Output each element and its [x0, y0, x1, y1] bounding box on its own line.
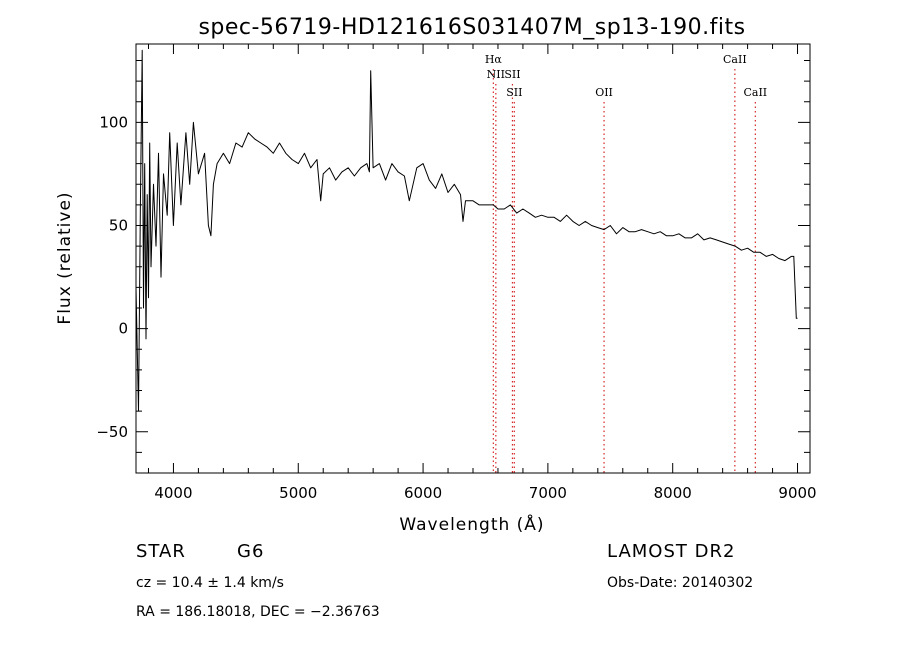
- spectral-line-label: OII: [595, 86, 613, 99]
- spectral-line-label: CaII: [743, 86, 767, 99]
- x-tick-label: 8000: [654, 484, 692, 502]
- x-axis-label: Wavelength (Å): [399, 513, 544, 535]
- coordinates: RA = 186.18018, DEC = −2.36763: [136, 604, 380, 620]
- y-tick-label: 100: [99, 113, 128, 131]
- y-axis-label: Flux (relative): [55, 191, 75, 324]
- x-tick-label: 5000: [279, 484, 317, 502]
- y-tick-label: 50: [109, 217, 128, 235]
- redshift-cz: cz = 10.4 ± 1.4 km/s: [136, 575, 284, 591]
- spectrum-line: [135, 49, 798, 412]
- spectral-line-markers: Hα NII SII SII OII CaII CaII: [485, 53, 767, 473]
- spectral-line-label: SII: [504, 68, 520, 81]
- chart-title: spec-56719-HD121616S031407M_sp13-190.fit…: [198, 15, 745, 40]
- survey-name: LAMOST DR2: [607, 541, 736, 562]
- x-tick-label: 6000: [404, 484, 442, 502]
- y-axis: −50 0 50 100: [96, 60, 810, 453]
- x-axis: 4000 5000 6000 7000 8000 9000: [147, 44, 817, 502]
- observation-date: Obs-Date: 20140302: [607, 575, 754, 591]
- x-tick-label: 7000: [529, 484, 567, 502]
- x-tick-label: 9000: [778, 484, 816, 502]
- spectral-line-label: Hα: [485, 53, 503, 66]
- y-tick-label: 0: [118, 320, 128, 338]
- x-tick-label: 4000: [154, 484, 192, 502]
- plot-frame: [135, 43, 811, 474]
- spectrum-series: [135, 49, 798, 412]
- object-subclass: G6: [237, 541, 265, 562]
- spectral-line-label: CaII: [723, 53, 747, 66]
- spectral-line-label: NII: [487, 68, 505, 81]
- y-tick-label: −50: [96, 423, 128, 441]
- object-class: STAR: [136, 541, 186, 562]
- spectral-line-label: SII: [506, 86, 522, 99]
